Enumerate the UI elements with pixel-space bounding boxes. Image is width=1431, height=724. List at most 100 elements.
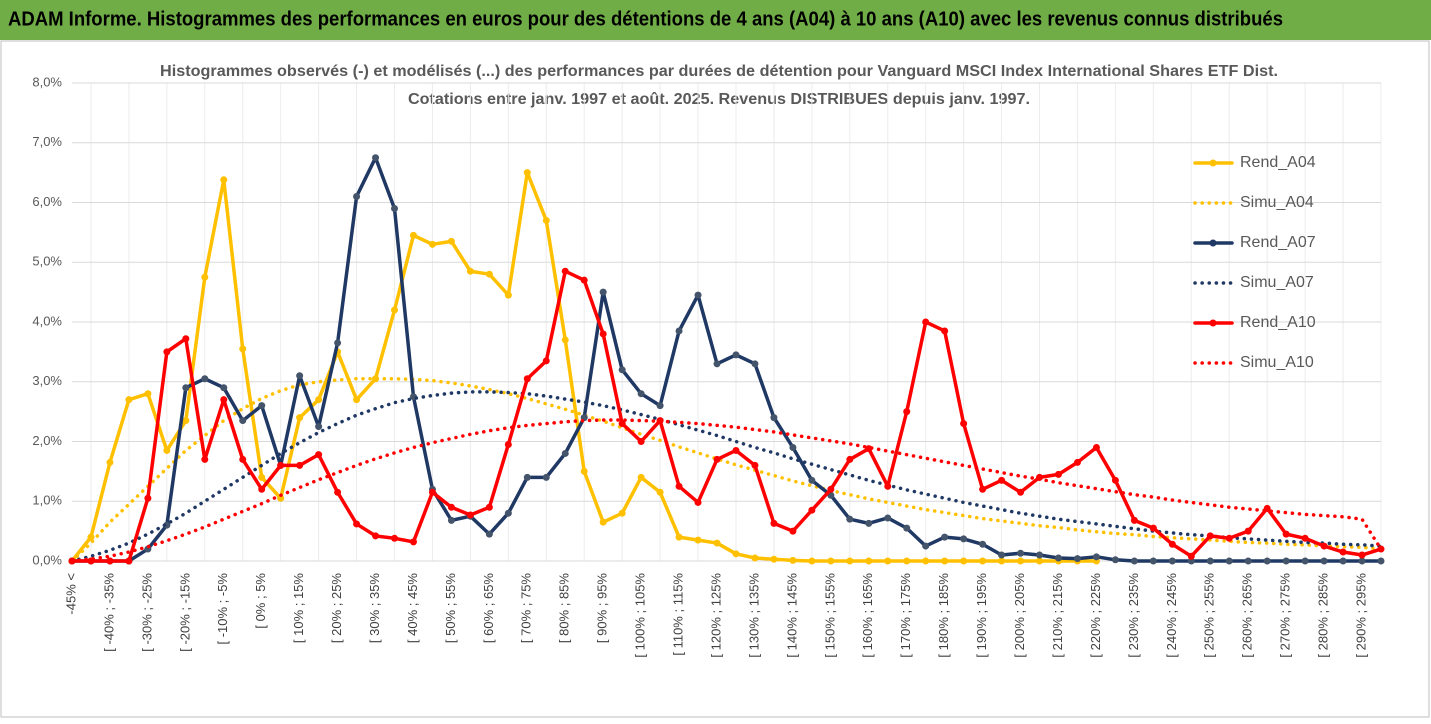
point-marker [865,519,873,527]
point-marker [599,518,607,526]
point-marker [561,336,569,344]
point-marker [979,485,987,493]
point-marker [163,446,171,454]
point-marker [523,169,531,177]
point-marker [1130,516,1138,524]
point-marker [1206,532,1214,540]
chart-title: Histogrammes observés (-) et modélisés (… [160,63,1278,80]
point-marker [144,494,152,502]
point-marker [296,461,304,469]
series-line [70,390,1383,563]
point-marker [315,423,323,431]
point-marker [1149,524,1157,532]
legend-label: Simu_A04 [1240,194,1314,211]
point-marker [1017,549,1025,557]
x-tick-label: [ 10% ; 15% [291,573,306,644]
x-tick-label: [ 70% ; 75% [519,573,534,644]
point-marker [808,506,816,514]
point-marker [1073,555,1081,563]
point-marker [1320,557,1328,565]
point-marker [163,348,171,356]
point-marker [789,527,797,535]
point-marker [182,335,190,343]
x-tick-label: [ 130% ; 135% [746,573,761,658]
x-tick-label: [ 20% ; 25% [329,573,344,644]
point-marker [827,557,835,565]
point-marker [751,461,759,469]
series-line [70,377,1383,563]
x-tick-label: [ 100% ; 105% [633,573,648,658]
point-marker [884,514,892,522]
point-marker [1377,545,1385,553]
point-marker [334,488,342,496]
point-marker [599,288,607,296]
point-marker [428,240,436,248]
point-marker [1017,557,1025,565]
point-marker [144,390,152,398]
point-marker [542,216,550,224]
point-marker [580,467,588,475]
header-bar [0,0,1431,40]
point-marker [1111,476,1119,484]
point-marker [713,539,721,547]
point-marker [789,556,797,564]
point-marker [1301,557,1309,565]
point-marker [277,461,285,469]
point-marker [1092,443,1100,451]
point-marker [466,511,474,519]
point-marker [523,473,531,481]
y-tick-label: 2,0% [32,433,62,448]
point-marker [296,372,304,380]
point-marker [372,154,380,162]
x-tick-label: -45% < [63,573,78,615]
point-marker [523,375,531,383]
point-marker [201,455,209,463]
x-tick-label: [ -40% ; -35% [101,573,116,652]
point-marker [542,357,550,365]
x-tick-label: [ 90% ; 95% [595,573,610,644]
x-tick-label: [ 280% ; 285% [1316,573,1331,658]
point-marker [732,351,740,359]
point-marker [960,557,968,565]
point-marker [846,515,854,523]
chart-border [0,40,1430,718]
point-marker [125,396,133,404]
x-tick-label: [ 200% ; 205% [1012,573,1027,658]
x-tick-label: [ 260% ; 265% [1240,573,1255,658]
point-marker [353,396,361,404]
point-marker [922,542,930,550]
x-tick-label: [ -10% ; -5% [215,573,230,645]
x-tick-label: [ 50% ; 55% [443,573,458,644]
point-marker [846,455,854,463]
x-tick-label: [ 170% ; 175% [898,573,913,658]
point-marker [694,498,702,506]
point-marker [675,482,683,490]
point-marker [409,538,417,546]
point-marker [656,488,664,496]
x-tick-label: [ 250% ; 255% [1202,573,1217,658]
point-marker [542,473,550,481]
point-marker [485,270,493,278]
point-marker [808,476,816,484]
point-marker [1339,557,1347,565]
point-marker [1339,548,1347,556]
x-tick-label: [ 220% ; 225% [1088,573,1103,658]
legend-marker [1209,239,1217,247]
point-marker [903,408,911,416]
point-marker [353,520,361,528]
point-marker [1149,557,1157,565]
point-marker [998,557,1006,565]
point-marker [182,384,190,392]
point-marker [713,455,721,463]
legend-marker [1209,159,1217,167]
point-marker [1168,557,1176,565]
point-marker [1377,557,1385,565]
x-tick-label: [ 30% ; 35% [367,573,382,644]
point-marker [220,176,228,184]
point-marker [751,554,759,562]
series-line [70,155,1383,563]
point-marker [220,384,228,392]
x-tick-label: [ 160% ; 165% [860,573,875,658]
x-tick-label: [ 180% ; 185% [936,573,951,658]
